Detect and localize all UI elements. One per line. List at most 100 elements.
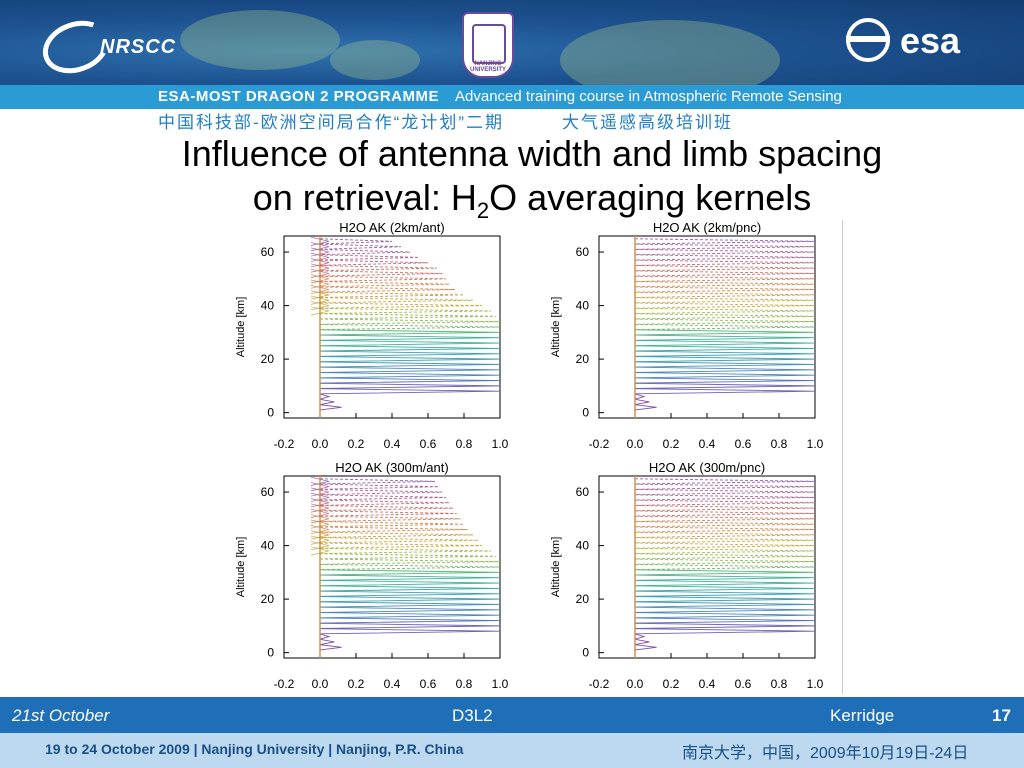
y-tick-label: 20 (261, 592, 275, 606)
kernel-line (319, 601, 501, 608)
kernel-line (634, 489, 816, 496)
kernel-line (634, 302, 816, 309)
chart-title: H2O AK (300m/ant) (335, 460, 448, 475)
kernel-line (634, 249, 816, 256)
x-tick-label: 0.8 (771, 677, 788, 691)
kernel-line (634, 329, 816, 336)
chinese-programme-title: 中国科技部-欧洲空间局合作“龙计划”二期 大气遥感高级培训班 (158, 113, 733, 132)
kernel-line (634, 606, 816, 613)
kernel-line (319, 563, 501, 571)
averaging-kernel-figure: H2O AK (2km/ant) -0.2 0.0 0.2 0.4 0.6 0.8 1.0 0 2… (228, 220, 843, 694)
kernel-line (319, 542, 483, 549)
footer-bar: 21st October D3L2 Kerridge 17 (0, 697, 1024, 733)
x-tick-label: 0.0 (312, 677, 329, 691)
kernel-line (319, 275, 447, 282)
x-tick-label: 0.0 (627, 677, 644, 691)
kernel-line (634, 494, 816, 501)
kernel-line (634, 388, 816, 395)
kernel-line (634, 531, 816, 538)
y-tick-label: 20 (576, 352, 590, 366)
kernel-line (319, 483, 439, 490)
kernel-line (634, 478, 816, 485)
kernel-line (634, 356, 816, 363)
kernel-line (319, 265, 438, 272)
x-tick-label: 0.2 (663, 437, 680, 451)
kernel-line (319, 323, 501, 331)
chart-title: H2O AK (300m/pnc) (649, 460, 765, 475)
kernel-line (634, 601, 816, 608)
kernel-line (634, 334, 816, 341)
kernel-line (634, 398, 650, 405)
x-tick-label: 0.8 (456, 437, 473, 451)
kernel-line (634, 382, 816, 389)
kernel-line (319, 628, 501, 635)
kernel-side-lobe (310, 236, 330, 246)
y-axis-label: Altitude [km] (550, 537, 562, 598)
kernel-line (319, 574, 501, 581)
kernel-line (319, 537, 479, 544)
kernel-line (319, 334, 501, 341)
kernel-line (634, 265, 816, 272)
kernel-line (319, 345, 501, 352)
kernel-line (319, 356, 501, 363)
kernel-line (634, 377, 816, 384)
kernel-line (634, 563, 816, 571)
event-bar: 19 to 24 October 2009 | Nanjing Universi… (0, 733, 1024, 768)
x-tick-label: -0.2 (274, 677, 295, 691)
kernel-line (319, 393, 331, 400)
x-tick-label: -0.2 (589, 437, 610, 451)
kernel-line (319, 398, 335, 405)
kernel-line (634, 574, 816, 581)
kernel-line (634, 297, 816, 304)
kernel-line (634, 307, 816, 314)
chart-title: H2O AK (2km/pnc) (653, 220, 761, 235)
kernel-line (319, 249, 411, 256)
kernel-line (634, 393, 646, 400)
kernel-line (319, 612, 501, 619)
kernel-line (319, 297, 474, 304)
kernel-line (634, 243, 816, 250)
kernel-line (319, 505, 454, 512)
y-tick-label: 20 (261, 352, 275, 366)
kernel-line (634, 526, 816, 533)
kernel-line (319, 313, 497, 320)
footer-author: Kerridge (830, 706, 895, 725)
kernel-line (634, 537, 816, 544)
kernel-line (319, 489, 443, 496)
kernel-line (634, 372, 816, 379)
kernel-line (319, 526, 468, 533)
kernel-line (634, 281, 816, 288)
panel-2km-pnc: H2O AK (2km/pnc) -0.2 0.0 0.2 0.4 0.6 0.8 1.0 0 2… (543, 220, 843, 458)
y-axis-label: Altitude [km] (235, 297, 247, 358)
kernel-line (319, 515, 461, 522)
kernel-line (634, 515, 816, 522)
event-info-chinese: 南京大学，中国，2009年10月19日-24日 (682, 745, 969, 762)
chart-title: H2O AK (2km/ant) (339, 220, 444, 235)
kernel-line (634, 644, 657, 651)
y-tick-label: 60 (261, 245, 275, 259)
y-tick-label: 40 (261, 539, 275, 553)
kernel-line (634, 313, 816, 320)
kernel-line (319, 617, 501, 624)
kernel-line (319, 521, 465, 528)
kernel-line (319, 286, 456, 293)
kernel-line (634, 617, 816, 624)
kernel-line (319, 494, 447, 501)
kernel-line (319, 350, 501, 357)
x-tick-label: 1.0 (807, 677, 824, 691)
x-tick-label: 0.2 (348, 677, 365, 691)
kernel-line (319, 238, 393, 245)
kernel-line (319, 340, 501, 347)
panel-2km-ant: H2O AK (2km/ant) -0.2 0.0 0.2 0.4 0.6 0.8 1.0 0 2… (228, 220, 528, 458)
kernel-line (634, 499, 816, 506)
kernel-line (634, 340, 816, 347)
x-tick-label: -0.2 (589, 677, 610, 691)
x-tick-label: -0.2 (274, 437, 295, 451)
programme-name: ESA-MOST DRAGON 2 PROGRAMME (158, 88, 440, 105)
kernel-line (634, 612, 816, 619)
kernel-line (319, 388, 501, 395)
x-tick-label: 0.4 (384, 437, 401, 451)
kernel-line (319, 553, 497, 560)
kernel-line (634, 318, 816, 325)
slide-number: 17 (992, 706, 1011, 725)
